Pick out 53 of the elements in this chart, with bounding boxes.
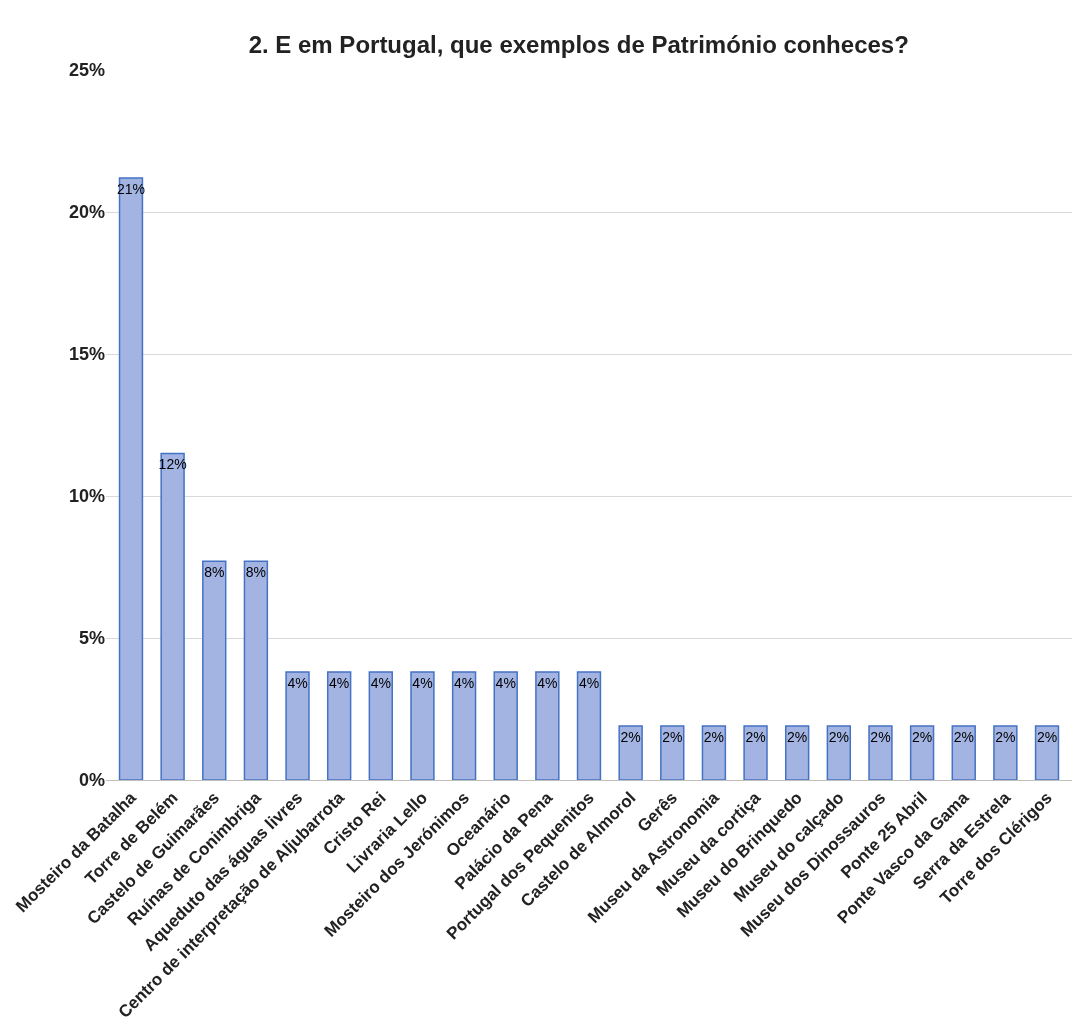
data-label: 2%	[953, 729, 974, 746]
bar	[1034, 725, 1060, 780]
data-label: 4%	[329, 675, 350, 692]
data-label: 8%	[245, 564, 267, 581]
bar	[451, 671, 477, 780]
bar	[326, 671, 352, 780]
bar	[868, 725, 893, 780]
data-label: 2%	[787, 729, 808, 746]
bar	[243, 560, 269, 780]
data-label: 12%	[158, 456, 187, 473]
bar	[660, 725, 685, 780]
data-label: 4%	[537, 675, 558, 692]
data-label: 4%	[412, 675, 433, 692]
data-label: 2%	[828, 729, 849, 746]
bar	[826, 725, 852, 780]
bar	[493, 671, 518, 780]
y-tick-label: 0%	[78, 770, 105, 791]
bar	[202, 560, 227, 780]
bar	[410, 671, 435, 780]
y-tick-label: 5%	[78, 628, 105, 649]
data-label: 2%	[662, 729, 683, 746]
bar	[701, 725, 727, 780]
data-label: 2%	[870, 729, 891, 746]
data-label: 4%	[287, 675, 308, 692]
y-tick-label: 20%	[68, 202, 105, 223]
y-tick-label: 10%	[68, 486, 105, 507]
bar	[618, 725, 643, 780]
bar	[118, 177, 144, 780]
data-label: 2%	[703, 729, 725, 746]
bar	[535, 671, 560, 780]
bar	[285, 671, 310, 780]
bar	[951, 725, 976, 780]
bar	[160, 452, 185, 780]
data-label: 2%	[745, 729, 766, 746]
bar	[576, 671, 602, 780]
data-label: 4%	[495, 675, 516, 692]
y-tick-label: 15%	[68, 344, 105, 365]
chart-title: 2. E em Portugal, que exemplos de Património conheces?	[248, 30, 909, 58]
data-label: 2%	[911, 729, 933, 746]
bar	[784, 725, 810, 780]
bar	[993, 725, 1018, 780]
data-label: 8%	[204, 564, 225, 581]
data-label: 21%	[116, 180, 145, 197]
bar	[743, 725, 768, 780]
data-label: 2%	[995, 729, 1016, 746]
data-label: 2%	[620, 729, 641, 746]
data-label: 4%	[370, 675, 391, 692]
data-label: 4%	[578, 675, 600, 692]
data-label: 2%	[1036, 729, 1058, 746]
y-tick-label: 25%	[68, 60, 105, 81]
data-label: 4%	[453, 675, 475, 692]
bar	[368, 671, 394, 780]
bar	[909, 725, 935, 780]
